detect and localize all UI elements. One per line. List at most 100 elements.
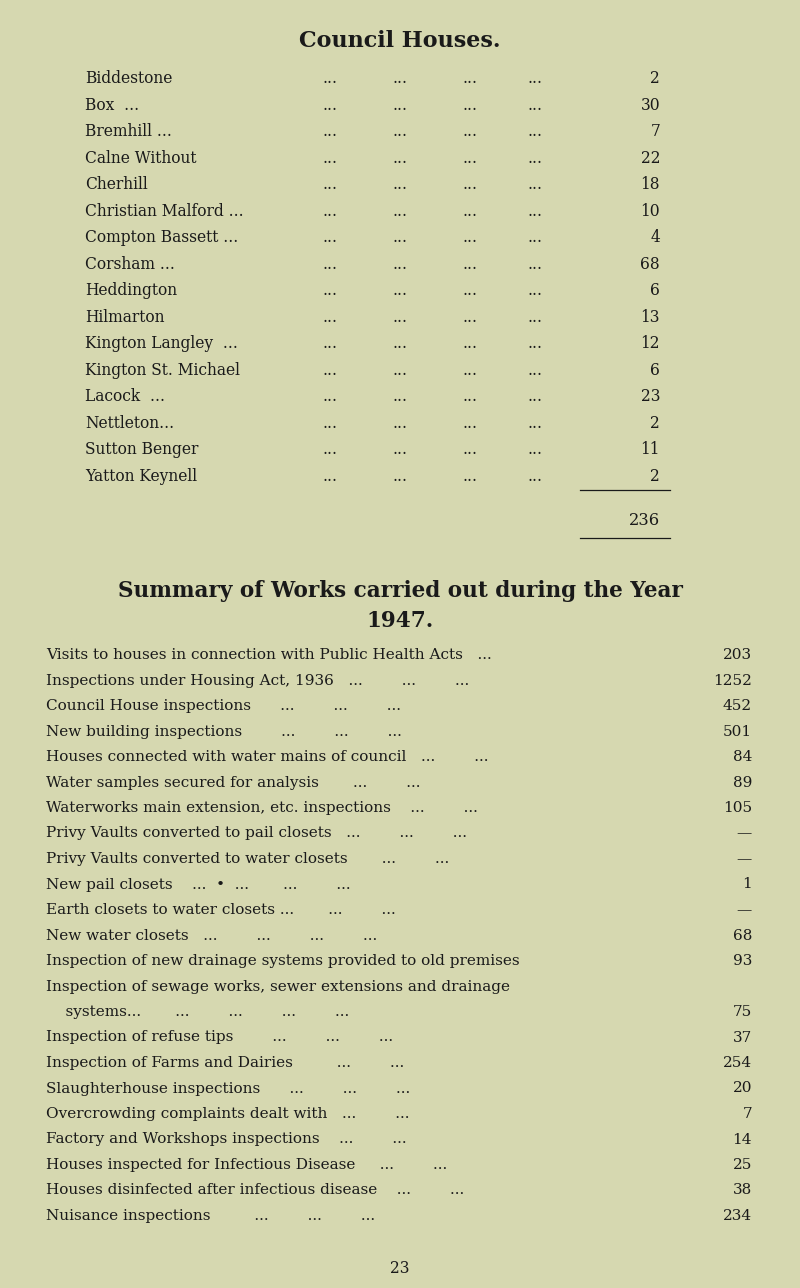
Text: Inspection of new drainage systems provided to old premises: Inspection of new drainage systems provi…	[46, 954, 520, 969]
Text: Privy Vaults converted to pail closets   ...        ...        ...: Privy Vaults converted to pail closets .…	[46, 827, 467, 841]
Text: Inspection of sewage works, sewer extensions and drainage: Inspection of sewage works, sewer extens…	[46, 979, 510, 993]
Text: 37: 37	[733, 1030, 752, 1045]
Text: 30: 30	[640, 97, 660, 113]
Text: ...: ...	[322, 415, 338, 431]
Text: Waterworks main extension, etc. inspections    ...        ...: Waterworks main extension, etc. inspecti…	[46, 801, 478, 815]
Text: ...: ...	[462, 468, 478, 484]
Text: Cherhill: Cherhill	[85, 176, 148, 193]
Text: Visits to houses in connection with Public Health Acts   ...: Visits to houses in connection with Publ…	[46, 648, 492, 662]
Text: ...: ...	[527, 362, 542, 379]
Text: Slaughterhouse inspections      ...        ...        ...: Slaughterhouse inspections ... ... ...	[46, 1082, 410, 1096]
Text: 22: 22	[641, 149, 660, 166]
Text: 236: 236	[629, 513, 660, 529]
Text: New building inspections        ...        ...        ...: New building inspections ... ... ...	[46, 725, 402, 738]
Text: 2: 2	[650, 468, 660, 484]
Text: ...: ...	[393, 122, 407, 140]
Text: ...: ...	[393, 176, 407, 193]
Text: Nettleton...: Nettleton...	[85, 415, 174, 431]
Text: ...: ...	[322, 70, 338, 88]
Text: 452: 452	[723, 699, 752, 714]
Text: 6: 6	[650, 282, 660, 299]
Text: ...: ...	[322, 176, 338, 193]
Text: Inspection of refuse tips        ...        ...        ...: Inspection of refuse tips ... ... ...	[46, 1030, 393, 1045]
Text: Sutton Benger: Sutton Benger	[85, 440, 198, 459]
Text: ...: ...	[527, 468, 542, 484]
Text: ...: ...	[527, 255, 542, 273]
Text: 12: 12	[641, 335, 660, 352]
Text: ...: ...	[393, 440, 407, 459]
Text: 254: 254	[723, 1056, 752, 1070]
Text: ...: ...	[462, 70, 478, 88]
Text: ...: ...	[393, 97, 407, 113]
Text: Water samples secured for analysis       ...        ...: Water samples secured for analysis ... .…	[46, 775, 421, 790]
Text: ...: ...	[393, 70, 407, 88]
Text: ...: ...	[322, 362, 338, 379]
Text: Christian Malford ...: Christian Malford ...	[85, 202, 244, 219]
Text: Houses inspected for Infectious Disease     ...        ...: Houses inspected for Infectious Disease …	[46, 1158, 447, 1172]
Text: 11: 11	[641, 440, 660, 459]
Text: ...: ...	[527, 335, 542, 352]
Text: ...: ...	[462, 202, 478, 219]
Text: ...: ...	[462, 415, 478, 431]
Text: ...: ...	[527, 282, 542, 299]
Text: ...: ...	[322, 149, 338, 166]
Text: ...: ...	[462, 282, 478, 299]
Text: ...: ...	[527, 309, 542, 326]
Text: 68: 68	[733, 929, 752, 943]
Text: ...: ...	[322, 202, 338, 219]
Text: Houses disinfected after infectious disease    ...        ...: Houses disinfected after infectious dise…	[46, 1184, 464, 1198]
Text: ...: ...	[393, 255, 407, 273]
Text: 68: 68	[640, 255, 660, 273]
Text: ...: ...	[527, 440, 542, 459]
Text: ...: ...	[462, 440, 478, 459]
Text: ...: ...	[322, 229, 338, 246]
Text: ...: ...	[527, 97, 542, 113]
Text: ...: ...	[462, 309, 478, 326]
Text: ...: ...	[527, 70, 542, 88]
Text: ...: ...	[322, 335, 338, 352]
Text: Corsham ...: Corsham ...	[85, 255, 175, 273]
Text: Yatton Keynell: Yatton Keynell	[85, 468, 197, 484]
Text: 25: 25	[733, 1158, 752, 1172]
Text: 1947.: 1947.	[366, 611, 434, 632]
Text: Heddington: Heddington	[85, 282, 177, 299]
Text: ...: ...	[462, 229, 478, 246]
Text: 501: 501	[723, 725, 752, 738]
Text: Nuisance inspections         ...        ...        ...: Nuisance inspections ... ... ...	[46, 1209, 375, 1224]
Text: 10: 10	[640, 202, 660, 219]
Text: ...: ...	[322, 282, 338, 299]
Text: —: —	[737, 903, 752, 917]
Text: ...: ...	[462, 122, 478, 140]
Text: Privy Vaults converted to water closets       ...        ...: Privy Vaults converted to water closets …	[46, 851, 450, 866]
Text: ...: ...	[462, 388, 478, 404]
Text: 38: 38	[733, 1184, 752, 1198]
Text: systems...       ...        ...        ...        ...: systems... ... ... ... ...	[46, 1005, 350, 1019]
Text: New pail closets    ...  •  ...       ...        ...: New pail closets ... • ... ... ...	[46, 877, 350, 891]
Text: ...: ...	[527, 202, 542, 219]
Text: ...: ...	[462, 176, 478, 193]
Text: ...: ...	[393, 388, 407, 404]
Text: 1252: 1252	[713, 674, 752, 688]
Text: Overcrowding complaints dealt with   ...        ...: Overcrowding complaints dealt with ... .…	[46, 1106, 410, 1121]
Text: ...: ...	[322, 97, 338, 113]
Text: ...: ...	[322, 255, 338, 273]
Text: 20: 20	[733, 1082, 752, 1096]
Text: ...: ...	[462, 255, 478, 273]
Text: Compton Bassett ...: Compton Bassett ...	[85, 229, 238, 246]
Text: 84: 84	[733, 750, 752, 764]
Text: ...: ...	[393, 229, 407, 246]
Text: ...: ...	[462, 149, 478, 166]
Text: Lacock  ...: Lacock ...	[85, 388, 165, 404]
Text: ...: ...	[393, 202, 407, 219]
Text: Houses connected with water mains of council   ...        ...: Houses connected with water mains of cou…	[46, 750, 489, 764]
Text: ...: ...	[462, 335, 478, 352]
Text: ...: ...	[393, 335, 407, 352]
Text: ...: ...	[527, 415, 542, 431]
Text: 14: 14	[733, 1132, 752, 1146]
Text: ...: ...	[527, 122, 542, 140]
Text: Biddestone: Biddestone	[85, 70, 172, 88]
Text: 6: 6	[650, 362, 660, 379]
Text: Bremhill ...: Bremhill ...	[85, 122, 172, 140]
Text: ...: ...	[462, 97, 478, 113]
Text: ...: ...	[322, 309, 338, 326]
